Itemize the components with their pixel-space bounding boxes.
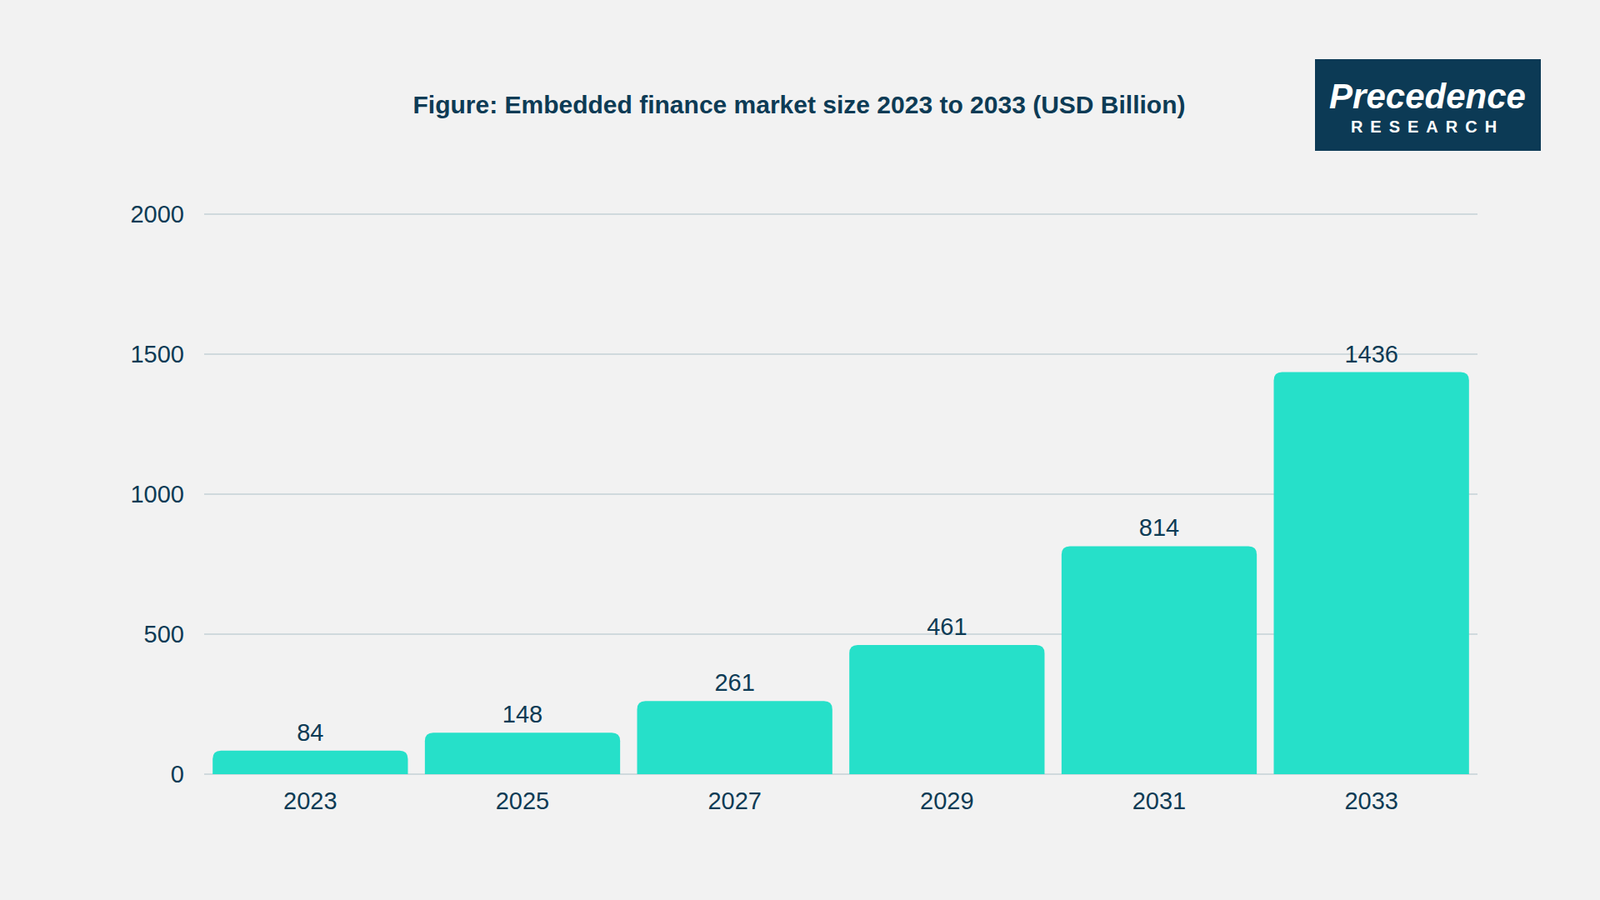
data-label: 261 — [714, 669, 755, 696]
y-tick-label: 0 — [170, 760, 185, 788]
logo-box — [1315, 59, 1541, 151]
bar — [849, 645, 1045, 775]
data-label: 148 — [502, 700, 543, 728]
y-tick-label: 1000 — [130, 480, 185, 508]
x-tick-label: 2031 — [1132, 787, 1187, 815]
bars — [212, 372, 1470, 775]
data-label: 461 — [926, 613, 967, 640]
grid-line — [204, 213, 1478, 215]
y-tick-label: 2000 — [130, 200, 185, 228]
grid-line — [204, 353, 1478, 355]
data-label: 1436 — [1344, 340, 1399, 368]
chart: Figure: Embedded finance market size 202… — [0, 0, 1600, 900]
bar — [1061, 545, 1257, 775]
title: Figure: Embedded finance market size 202… — [413, 90, 1186, 119]
logo-name: Precedence — [1329, 76, 1526, 116]
background — [0, 0, 1600, 900]
x-tick-label: 2023 — [283, 787, 338, 815]
x-tick-label: 2033 — [1344, 787, 1399, 815]
x-tick-label: 2025 — [495, 787, 550, 815]
logo-subtitle: RESEARCH — [1350, 117, 1505, 136]
bar — [637, 700, 833, 775]
y-tick-label: 500 — [144, 620, 185, 648]
x-tick-label: 2027 — [707, 787, 762, 815]
bar — [425, 732, 620, 775]
bar — [212, 750, 408, 775]
data-label: 84 — [296, 719, 324, 746]
bar — [1274, 372, 1470, 775]
x-tick-label: 2029 — [920, 787, 975, 815]
data-label: 814 — [1139, 514, 1180, 541]
y-tick-label: 1500 — [130, 340, 185, 368]
